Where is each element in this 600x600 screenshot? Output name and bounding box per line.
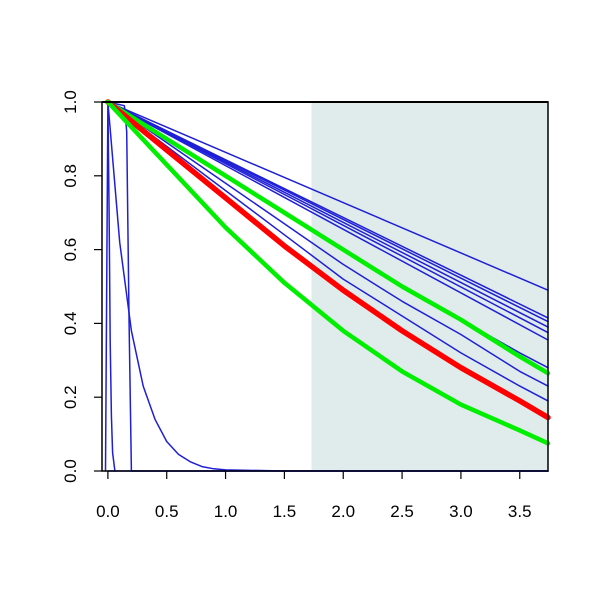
axis-layer: 0.0 0.5 1.0 1.5 2.0 2.5 3.0 3.5 0.0 0.2 0.4 0.6 0.8 1… (61, 90, 532, 521)
series-line-6-blue (107, 101, 549, 323)
x-tick-label: 3.5 (508, 502, 532, 521)
x-tick-label: 1.5 (273, 502, 297, 521)
plot-frame (101, 101, 549, 472)
series-line-8-blue (107, 101, 549, 334)
series-line-13-green (105, 99, 551, 376)
series-line-14-red (105, 99, 551, 421)
y-tick-label: 0.2 (61, 385, 80, 409)
series-layer (102, 99, 551, 472)
y-tick-label: 0.4 (61, 312, 80, 336)
shaded-region (311, 102, 548, 471)
series-line-11-blue (107, 101, 549, 387)
series-line-15-green (105, 99, 551, 446)
x-tick-label: 2.5 (390, 502, 414, 521)
series-line-12-blue (107, 101, 549, 402)
y-tick-label: 0.8 (61, 164, 80, 188)
x-tick-label: 2.0 (331, 502, 355, 521)
x-tick-label: 1.0 (214, 502, 238, 521)
y-tick-label: 0.6 (61, 238, 80, 262)
x-tick-label: 0.0 (96, 502, 120, 521)
y-tick-label: 1.0 (61, 90, 80, 114)
series-line-2-blue (107, 101, 549, 472)
series-line-9-blue (107, 101, 549, 341)
y-tick-label: 0.0 (61, 459, 80, 483)
series-line-4-blue (107, 101, 549, 291)
series-line-7-blue (107, 101, 549, 328)
x-tick-label: 3.0 (449, 502, 473, 521)
x-tick-label: 0.5 (155, 502, 179, 521)
